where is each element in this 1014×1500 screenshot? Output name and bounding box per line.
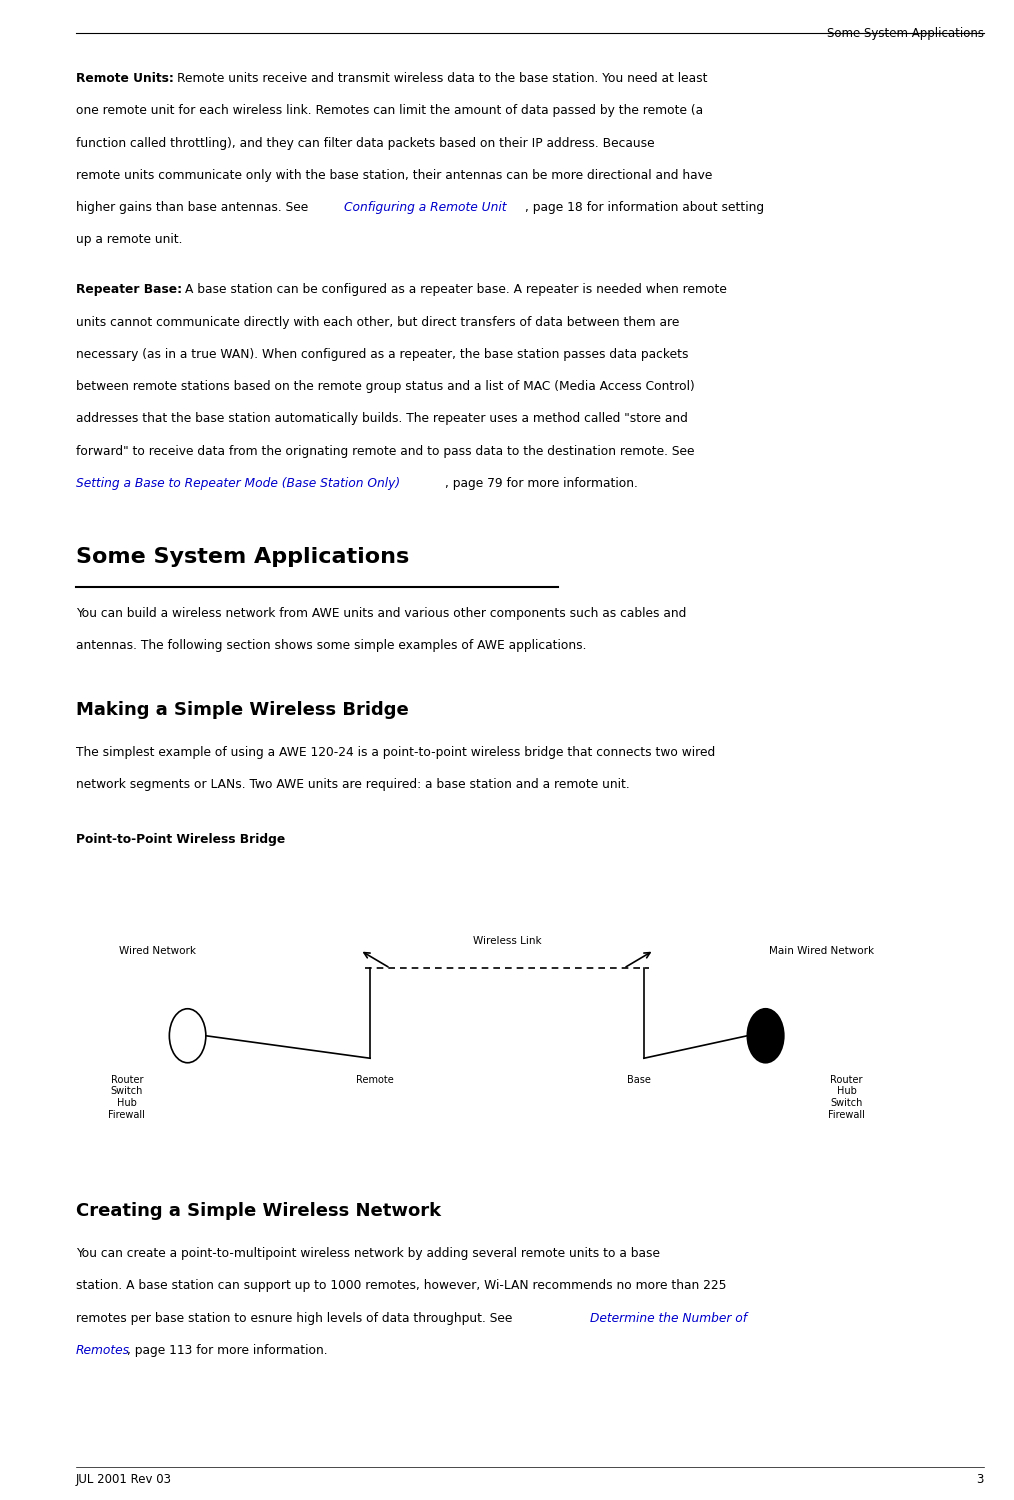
Text: Some System Applications: Some System Applications bbox=[826, 27, 984, 40]
Text: antennas. The following section shows some simple examples of AWE applications.: antennas. The following section shows so… bbox=[76, 639, 586, 652]
Text: You can create a point-to-multipoint wireless network by adding several remote u: You can create a point-to-multipoint wir… bbox=[76, 1246, 660, 1260]
Text: necessary (as in a true WAN). When configured as a repeater, the base station pa: necessary (as in a true WAN). When confi… bbox=[76, 348, 689, 361]
Text: Remotes: Remotes bbox=[76, 1344, 130, 1358]
Text: one remote unit for each wireless link. Remotes can limit the amount of data pas: one remote unit for each wireless link. … bbox=[76, 105, 703, 117]
Text: Repeater Base:: Repeater Base: bbox=[76, 284, 187, 297]
Text: Main Wired Network: Main Wired Network bbox=[769, 946, 874, 956]
Text: , page 113 for more information.: , page 113 for more information. bbox=[127, 1344, 328, 1358]
Text: 3: 3 bbox=[976, 1473, 984, 1486]
Text: , page 18 for information about setting: , page 18 for information about setting bbox=[525, 201, 764, 214]
Text: JUL 2001 Rev 03: JUL 2001 Rev 03 bbox=[76, 1473, 172, 1486]
Text: units cannot communicate directly with each other, but direct transfers of data : units cannot communicate directly with e… bbox=[76, 315, 679, 328]
Text: Making a Simple Wireless Bridge: Making a Simple Wireless Bridge bbox=[76, 700, 409, 718]
Text: Base: Base bbox=[627, 1074, 651, 1084]
Circle shape bbox=[747, 1008, 784, 1062]
Text: station. A base station can support up to 1000 remotes, however, Wi-LAN recommen: station. A base station can support up t… bbox=[76, 1280, 727, 1293]
Text: The simplest example of using a AWE 120-24 is a point-to-point wireless bridge t: The simplest example of using a AWE 120-… bbox=[76, 746, 715, 759]
Text: , page 79 for more information.: , page 79 for more information. bbox=[445, 477, 638, 490]
Text: Determine the Number of: Determine the Number of bbox=[590, 1311, 747, 1324]
Text: A base station can be configured as a repeater base. A repeater is needed when r: A base station can be configured as a re… bbox=[185, 284, 726, 297]
Text: remotes per base station to esnure high levels of data throughput. See: remotes per base station to esnure high … bbox=[76, 1311, 516, 1324]
Text: Wireless Link: Wireless Link bbox=[473, 936, 541, 945]
Text: Remote Units:: Remote Units: bbox=[76, 72, 178, 86]
Text: Router
Switch
Hub
Firewall: Router Switch Hub Firewall bbox=[108, 1074, 145, 1119]
Text: Point-to-Point Wireless Bridge: Point-to-Point Wireless Bridge bbox=[76, 833, 285, 846]
Text: between remote stations based on the remote group status and a list of MAC (Medi: between remote stations based on the rem… bbox=[76, 380, 695, 393]
Text: Remote: Remote bbox=[356, 1074, 394, 1084]
Text: higher gains than base antennas. See: higher gains than base antennas. See bbox=[76, 201, 312, 214]
Text: Router
Hub
Switch
Firewall: Router Hub Switch Firewall bbox=[828, 1074, 865, 1119]
Text: network segments or LANs. Two AWE units are required: a base station and a remot: network segments or LANs. Two AWE units … bbox=[76, 778, 630, 792]
Text: forward" to receive data from the orignating remote and to pass data to the dest: forward" to receive data from the origna… bbox=[76, 444, 695, 458]
Text: up a remote unit.: up a remote unit. bbox=[76, 232, 183, 246]
Text: remote units communicate only with the base station, their antennas can be more : remote units communicate only with the b… bbox=[76, 170, 713, 182]
Text: addresses that the base station automatically builds. The repeater uses a method: addresses that the base station automati… bbox=[76, 413, 687, 426]
Text: Configuring a Remote Unit: Configuring a Remote Unit bbox=[344, 201, 506, 214]
Circle shape bbox=[169, 1008, 206, 1062]
Text: Setting a Base to Repeater Mode (Base Station Only): Setting a Base to Repeater Mode (Base St… bbox=[76, 477, 401, 490]
Text: function called throttling), and they can filter data packets based on their IP : function called throttling), and they ca… bbox=[76, 136, 655, 150]
Text: Creating a Simple Wireless Network: Creating a Simple Wireless Network bbox=[76, 1202, 441, 1219]
Text: You can build a wireless network from AWE units and various other components suc: You can build a wireless network from AW… bbox=[76, 606, 686, 619]
Text: Some System Applications: Some System Applications bbox=[76, 546, 410, 567]
Text: Wired Network: Wired Network bbox=[119, 946, 196, 956]
Text: Remote units receive and transmit wireless data to the base station. You need at: Remote units receive and transmit wirele… bbox=[177, 72, 708, 86]
